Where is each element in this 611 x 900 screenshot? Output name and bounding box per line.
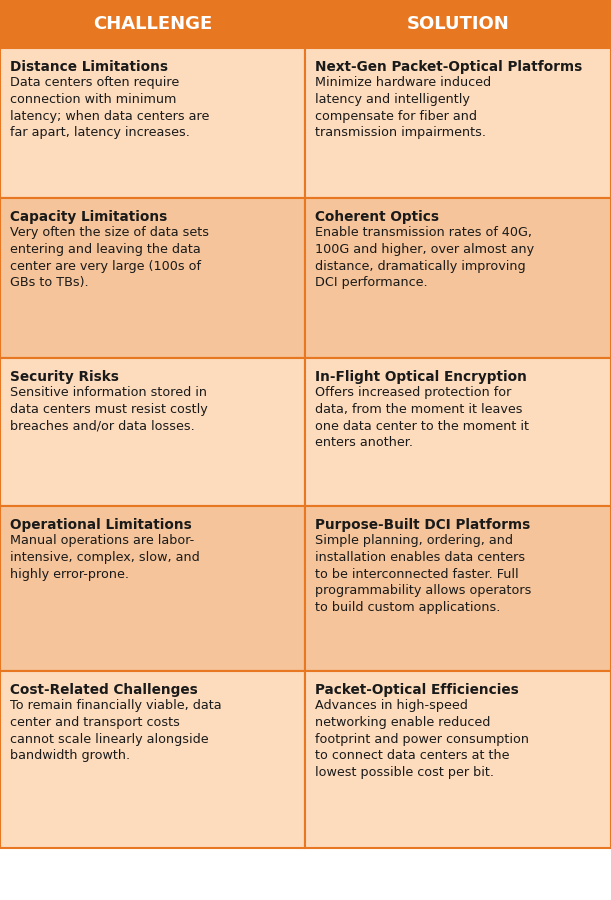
Text: Coherent Optics: Coherent Optics: [315, 210, 439, 224]
Text: SOLUTION: SOLUTION: [407, 15, 510, 33]
Bar: [305, 506, 611, 671]
Text: Operational Limitations: Operational Limitations: [10, 518, 192, 532]
Bar: [0, 358, 305, 506]
Text: Packet-Optical Efficiencies: Packet-Optical Efficiencies: [315, 683, 519, 697]
Text: In-Flight Optical Encryption: In-Flight Optical Encryption: [315, 370, 527, 384]
Text: Simple planning, ordering, and
installation enables data centers
to be interconn: Simple planning, ordering, and installat…: [315, 534, 532, 614]
Text: Offers increased protection for
data, from the moment it leaves
one data center : Offers increased protection for data, fr…: [315, 386, 529, 449]
Text: Manual operations are labor-
intensive, complex, slow, and
highly error-prone.: Manual operations are labor- intensive, …: [10, 534, 200, 580]
Text: Purpose-Built DCI Platforms: Purpose-Built DCI Platforms: [315, 518, 530, 532]
Bar: [0, 0, 305, 48]
Bar: [305, 0, 611, 48]
Text: Data centers often require
connection with minimum
latency; when data centers ar: Data centers often require connection wi…: [10, 76, 210, 140]
Text: Minimize hardware induced
latency and intelligently
compensate for fiber and
tra: Minimize hardware induced latency and in…: [315, 76, 491, 140]
Bar: [305, 671, 611, 848]
Bar: [0, 198, 305, 358]
Text: Cost-Related Challenges: Cost-Related Challenges: [10, 683, 198, 697]
Text: Enable transmission rates of 40G,
100G and higher, over almost any
distance, dra: Enable transmission rates of 40G, 100G a…: [315, 226, 534, 290]
Bar: [0, 48, 305, 198]
Text: To remain financially viable, data
center and transport costs
cannot scale linea: To remain financially viable, data cente…: [10, 699, 222, 762]
Bar: [305, 48, 611, 198]
Text: Capacity Limitations: Capacity Limitations: [10, 210, 167, 224]
Text: Distance Limitations: Distance Limitations: [10, 60, 168, 74]
Text: Security Risks: Security Risks: [10, 370, 119, 384]
Bar: [0, 671, 305, 848]
Bar: [0, 506, 305, 671]
Text: Advances in high-speed
networking enable reduced
footprint and power consumption: Advances in high-speed networking enable…: [315, 699, 529, 779]
Text: Very often the size of data sets
entering and leaving the data
center are very l: Very often the size of data sets enterin…: [10, 226, 209, 290]
Bar: [305, 358, 611, 506]
Text: CHALLENGE: CHALLENGE: [93, 15, 212, 33]
Text: Next-Gen Packet-Optical Platforms: Next-Gen Packet-Optical Platforms: [315, 60, 582, 74]
Text: Sensitive information stored in
data centers must resist costly
breaches and/or : Sensitive information stored in data cen…: [10, 386, 208, 433]
Bar: [305, 198, 611, 358]
